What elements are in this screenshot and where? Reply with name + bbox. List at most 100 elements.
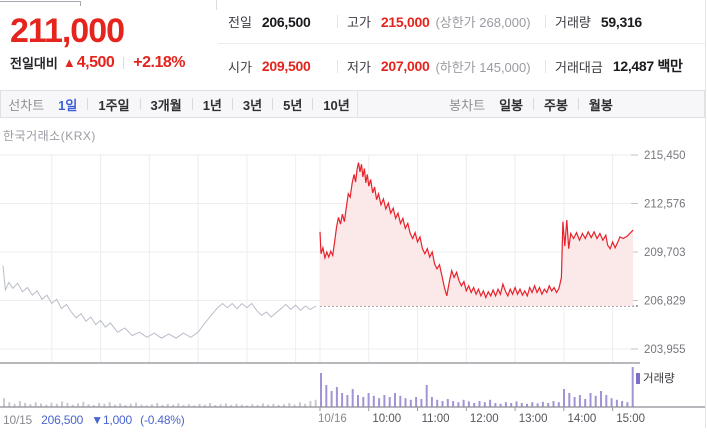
cell-label: 시가 [228,59,252,75]
volume-bar [304,403,307,407]
cell-value: 209,500 [261,58,311,74]
volume-bar [626,402,629,407]
volume-bar [272,403,275,407]
volume-bar [584,399,587,407]
volume-bar [98,403,101,407]
period-toolbar: 선차트 1일 1주일 3개월 1년 3년 5년 10년 봉차트 일봉 주봉 월봉 [0,90,705,118]
quote-table: 전일 206,500 고가 215,000 (상한가 268,000) 거래량 … [218,0,705,88]
volume-bar [261,403,264,407]
quote-cell-low: 저가 207,000 (하한가 145,000) [337,44,545,88]
volume-bar [114,404,116,407]
cell-value: 207,000 [380,58,430,74]
divider [231,98,233,110]
volume-bar [594,395,597,407]
x-axis-label: 15:00 [616,413,645,425]
volume-bar [504,402,507,407]
volume-bar [177,403,180,407]
volume-bar [341,393,344,407]
table-row: 시가 209,500 저가 207,000 (하한가 145,000) 거래대금… [218,44,705,88]
quote-cell-high: 고가 215,000 (상한가 268,000) [337,0,545,43]
divider [272,98,274,110]
volume-bar [536,403,539,407]
volume-bar [82,401,85,407]
tab-3month[interactable]: 3개월 [150,97,182,113]
volume-bar [441,401,444,407]
tab-daily-candle[interactable]: 일봉 [499,97,523,113]
quote-cell-trade-value: 거래대금 12,487 백만 [545,44,705,88]
volume-bar [161,405,164,407]
divider [532,98,534,110]
x-axis-day-label: 10/16 [318,413,347,425]
volume-bar [267,404,270,407]
volume-bar [108,402,111,407]
cell-value: 206,500 [261,13,311,30]
change-row: 전일대비 ▲ 4,500 +2.18% [10,53,185,72]
volume-bar [240,404,243,407]
volume-bar [24,403,27,407]
y-axis-label: 212,576 [644,199,686,211]
volume-bar [298,402,301,407]
exchange-label: 한국거래소(KRX) [3,129,96,143]
tab-1year[interactable]: 1년 [202,97,222,113]
volume-bar [383,395,386,407]
y-axis-label: 215,450 [644,150,686,162]
volume-bar [568,393,571,407]
line-chart-group-label: 선차트 [8,97,45,113]
volume-bar [66,403,69,407]
volume-bar [404,398,407,407]
volume-bar [129,403,132,407]
divider [577,98,579,110]
volume-bar [8,402,11,407]
volume-bar [40,403,42,407]
tab-1week[interactable]: 1주일 [98,97,130,113]
candle-chart-group-label: 봉차트 [449,97,486,113]
volume-bar [520,403,523,407]
tab-monthly-candle[interactable]: 월봉 [588,97,613,113]
volume-bar [557,402,560,407]
volume-bar [172,404,175,407]
volume-bar [462,399,465,407]
tab-weekly-candle[interactable]: 주봉 [543,97,568,113]
top-border-artifact [0,1,80,2]
volume-bar [457,402,460,407]
header-divider-artifact [216,0,217,10]
tab-5year[interactable]: 5년 [283,97,303,113]
volume-bar [314,399,317,407]
x-axis-label: 12:00 [470,413,499,425]
volume-bar [124,405,127,407]
cell-value: 215,000 [380,13,430,30]
volume-bar [372,395,375,407]
volume-bar [140,404,143,407]
volume-bar [203,404,206,407]
volume-bar [388,397,391,407]
volume-bar [425,385,428,407]
volume-bar-icon [636,372,640,384]
cell-label: 고가 [347,15,371,30]
volume-bar [18,401,21,407]
price-volume-chart[interactable]: 215,450 212,576 209,703 206,829 203,955 10/16… [0,118,707,444]
prev-change: ▼1,000 [91,413,133,427]
volume-bar [235,403,238,407]
tab-1day[interactable]: 1일 [58,97,78,113]
volume-bar [13,403,16,407]
volume-bar [357,395,359,407]
volume-bar [145,405,148,407]
volume-bar [605,395,608,407]
divider [312,98,314,110]
volume-bar [489,399,492,407]
change-label: 전일대비 [10,56,58,72]
current-price: 211,000 [10,12,125,50]
tab-3year[interactable]: 3년 [242,97,263,113]
volume-bar [420,399,423,407]
cell-extra: (상한가 268,000) [435,15,531,30]
volume-bar [409,399,412,407]
change-value: 4,500 [76,53,115,71]
cell-value: 59,316 [600,13,642,30]
chart-section: 한국거래소(KRX) 215,450 212,576 209,703 206,829 2… [0,118,707,444]
volume-bar [578,395,581,407]
prev-day-summary: 10/15 206,500 ▼1,000 (-0.48%) [3,413,190,427]
volume-bar [467,401,470,407]
cell-value: 12,487 백만 [612,58,683,74]
tab-10year[interactable]: 10년 [323,97,350,113]
